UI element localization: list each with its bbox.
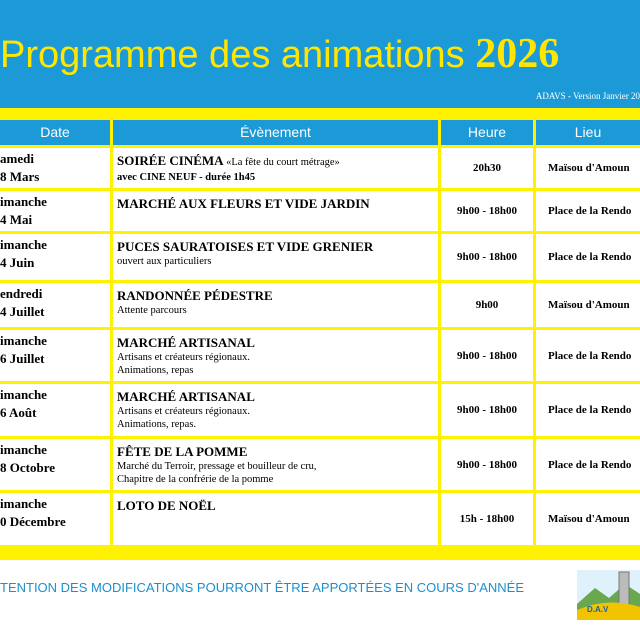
footer-note: TENTION DES MODIFICATIONS POURRONT ÊTRE … bbox=[0, 580, 524, 595]
event-detail: ouvert aux particuliers bbox=[117, 256, 212, 267]
event-title: MARCHÉ ARTISANAL bbox=[117, 389, 255, 404]
event-cell: FÊTE DE LA POMME Marché du Terroir, press… bbox=[113, 439, 438, 490]
date-cell: imanche 4 Juin bbox=[0, 234, 110, 280]
event-title: PUCES SAURATOISES ET VIDE GRENIER bbox=[117, 239, 374, 254]
year: 2026 bbox=[475, 31, 560, 77]
event-detail: Attente parcours bbox=[117, 305, 187, 316]
date-line: 0 Décembre bbox=[0, 514, 66, 529]
date-line: 4 Mai bbox=[0, 212, 33, 227]
event-title-line: MARCHÉ AUX FLEURS ET VIDE JARDIN bbox=[117, 195, 438, 212]
event-title-line: RANDONNÉE PÉDESTRE bbox=[117, 287, 438, 304]
date-cell: imanche 6 Août bbox=[0, 384, 110, 436]
event-cell: LOTO DE NOËL bbox=[113, 493, 438, 545]
date-line: endredi bbox=[0, 286, 43, 301]
date-line: 4 Juillet bbox=[0, 304, 45, 319]
event-title: MARCHÉ AUX FLEURS ET VIDE JARDIN bbox=[117, 196, 370, 211]
date-cell: endredi 4 Juillet bbox=[0, 283, 110, 327]
column-header: Heure bbox=[441, 120, 533, 145]
column-header: Lieu bbox=[536, 120, 640, 145]
date-cell: imanche 4 Mai bbox=[0, 191, 110, 231]
date-line: imanche bbox=[0, 387, 47, 402]
place-cell: Place de la Rendo bbox=[536, 439, 640, 490]
event-detail: Animations, repas bbox=[117, 365, 194, 376]
title-text: Programme des animations bbox=[0, 34, 465, 76]
place-cell: Maïsou d'Amoun bbox=[536, 493, 640, 545]
date-line: imanche bbox=[0, 333, 47, 348]
date-line: imanche bbox=[0, 237, 47, 252]
event-title-line: MARCHÉ ARTISANAL bbox=[117, 334, 438, 351]
event-title: SOIRÉE CINÉMA bbox=[117, 153, 223, 168]
event-detail: Chapitre de la confrérie de la pomme bbox=[117, 474, 274, 485]
logo: D.A.V bbox=[577, 570, 640, 620]
date-line: imanche bbox=[0, 194, 47, 209]
event-cell: SOIRÉE CINÉMA «La fête du court métrage»… bbox=[113, 148, 438, 188]
time-cell: 9h00 - 18h00 bbox=[441, 439, 533, 490]
header-band: Programme des animations 2026 ADAVS - Ve… bbox=[0, 0, 640, 108]
event-title-line: PUCES SAURATOISES ET VIDE GRENIER bbox=[117, 238, 438, 255]
event-title: LOTO DE NOËL bbox=[117, 498, 216, 513]
time-cell: 9h00 bbox=[441, 283, 533, 327]
place-cell: Place de la Rendo bbox=[536, 384, 640, 436]
logo-tower bbox=[618, 571, 630, 607]
event-cell: MARCHÉ AUX FLEURS ET VIDE JARDIN bbox=[113, 191, 438, 231]
date-cell: imanche 6 Juillet bbox=[0, 330, 110, 381]
event-cell: RANDONNÉE PÉDESTRE Attente parcours bbox=[113, 283, 438, 327]
date-line: imanche bbox=[0, 442, 47, 457]
title: Programme des animations 2026 bbox=[0, 30, 559, 78]
event-cell: MARCHÉ ARTISANAL Artisans et créateurs ré… bbox=[113, 330, 438, 381]
date-cell: imanche 8 Octobre bbox=[0, 439, 110, 490]
place-cell: Maïsou d'Amoun bbox=[536, 283, 640, 327]
event-detail: avec CINE NEUF - durée 1h45 bbox=[117, 172, 256, 183]
event-title: MARCHÉ ARTISANAL bbox=[117, 335, 255, 350]
event-title-line: FÊTE DE LA POMME bbox=[117, 443, 438, 460]
date-line: 4 Juin bbox=[0, 255, 35, 270]
event-cell: MARCHÉ ARTISANAL Artisans et créateurs ré… bbox=[113, 384, 438, 436]
date-line: amedi bbox=[0, 151, 34, 166]
version: ADAVS - Version Janvier 20 bbox=[535, 91, 640, 101]
event-detail: Marché du Terroir, pressage et bouilleur… bbox=[117, 461, 317, 472]
place-cell: Place de la Rendo bbox=[536, 234, 640, 280]
time-cell: 15h - 18h00 bbox=[441, 493, 533, 545]
time-cell: 9h00 - 18h00 bbox=[441, 384, 533, 436]
place-cell: Place de la Rendo bbox=[536, 191, 640, 231]
logo-band bbox=[577, 602, 640, 620]
date-line: 6 Août bbox=[0, 405, 37, 420]
time-cell: 20h30 bbox=[441, 148, 533, 188]
date-cell: amedi 8 Mars bbox=[0, 148, 110, 188]
place-cell: Place de la Rendo bbox=[536, 330, 640, 381]
column-header: Évènement bbox=[113, 120, 438, 145]
column-header: Date bbox=[0, 120, 110, 145]
event-title-line: MARCHÉ ARTISANAL bbox=[117, 388, 438, 405]
program-table: Date Évènement Heure Lieu amedi 8 Mars SOIRÉE … bbox=[0, 108, 640, 560]
event-detail: Artisans et créateurs régionaux. bbox=[117, 352, 250, 363]
event-title: FÊTE DE LA POMME bbox=[117, 444, 248, 459]
date-line: 8 Mars bbox=[0, 169, 40, 184]
event-title: RANDONNÉE PÉDESTRE bbox=[117, 288, 273, 303]
date-line: imanche bbox=[0, 496, 47, 511]
time-cell: 9h00 - 18h00 bbox=[441, 330, 533, 381]
logo-mark: D.A.V bbox=[587, 605, 609, 614]
date-line: 6 Juillet bbox=[0, 351, 45, 366]
event-title-line: SOIRÉE CINÉMA «La fête du court métrage» bbox=[117, 152, 438, 171]
date-line: 8 Octobre bbox=[0, 460, 55, 475]
place-cell: Maïsou d'Amoun bbox=[536, 148, 640, 188]
event-title-line: LOTO DE NOËL bbox=[117, 497, 438, 514]
time-cell: 9h00 - 18h00 bbox=[441, 191, 533, 231]
event-detail: Animations, repas. bbox=[117, 419, 197, 430]
event-subtitle: «La fête du court métrage» bbox=[226, 157, 340, 168]
event-cell: PUCES SAURATOISES ET VIDE GRENIER ouvert … bbox=[113, 234, 438, 280]
date-cell: imanche 0 Décembre bbox=[0, 493, 110, 545]
event-detail: Artisans et créateurs régionaux. bbox=[117, 406, 250, 417]
time-cell: 9h00 - 18h00 bbox=[441, 234, 533, 280]
